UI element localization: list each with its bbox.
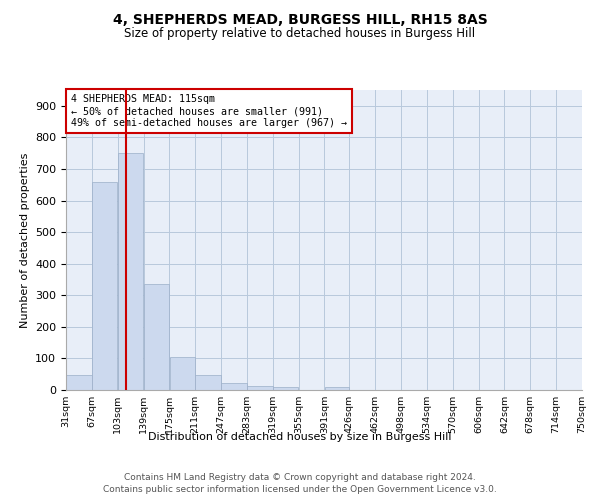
Bar	[118, 153, 143, 390]
Bar	[92, 182, 118, 390]
Bar	[273, 387, 298, 390]
Bar	[170, 357, 195, 390]
Text: Contains public sector information licensed under the Open Government Licence v3: Contains public sector information licen…	[103, 485, 497, 494]
Bar	[196, 375, 221, 390]
Text: Contains HM Land Registry data © Crown copyright and database right 2024.: Contains HM Land Registry data © Crown c…	[124, 472, 476, 482]
Text: 4 SHEPHERDS MEAD: 115sqm
← 50% of detached houses are smaller (991)
49% of semi-: 4 SHEPHERDS MEAD: 115sqm ← 50% of detach…	[71, 94, 347, 128]
Y-axis label: Number of detached properties: Number of detached properties	[20, 152, 29, 328]
Text: Distribution of detached houses by size in Burgess Hill: Distribution of detached houses by size …	[148, 432, 452, 442]
Bar	[66, 375, 92, 390]
Bar	[325, 388, 349, 390]
Bar	[221, 383, 247, 390]
Bar	[247, 386, 272, 390]
Text: Size of property relative to detached houses in Burgess Hill: Size of property relative to detached ho…	[124, 28, 476, 40]
Bar	[143, 284, 169, 390]
Text: 4, SHEPHERDS MEAD, BURGESS HILL, RH15 8AS: 4, SHEPHERDS MEAD, BURGESS HILL, RH15 8A…	[113, 12, 487, 26]
